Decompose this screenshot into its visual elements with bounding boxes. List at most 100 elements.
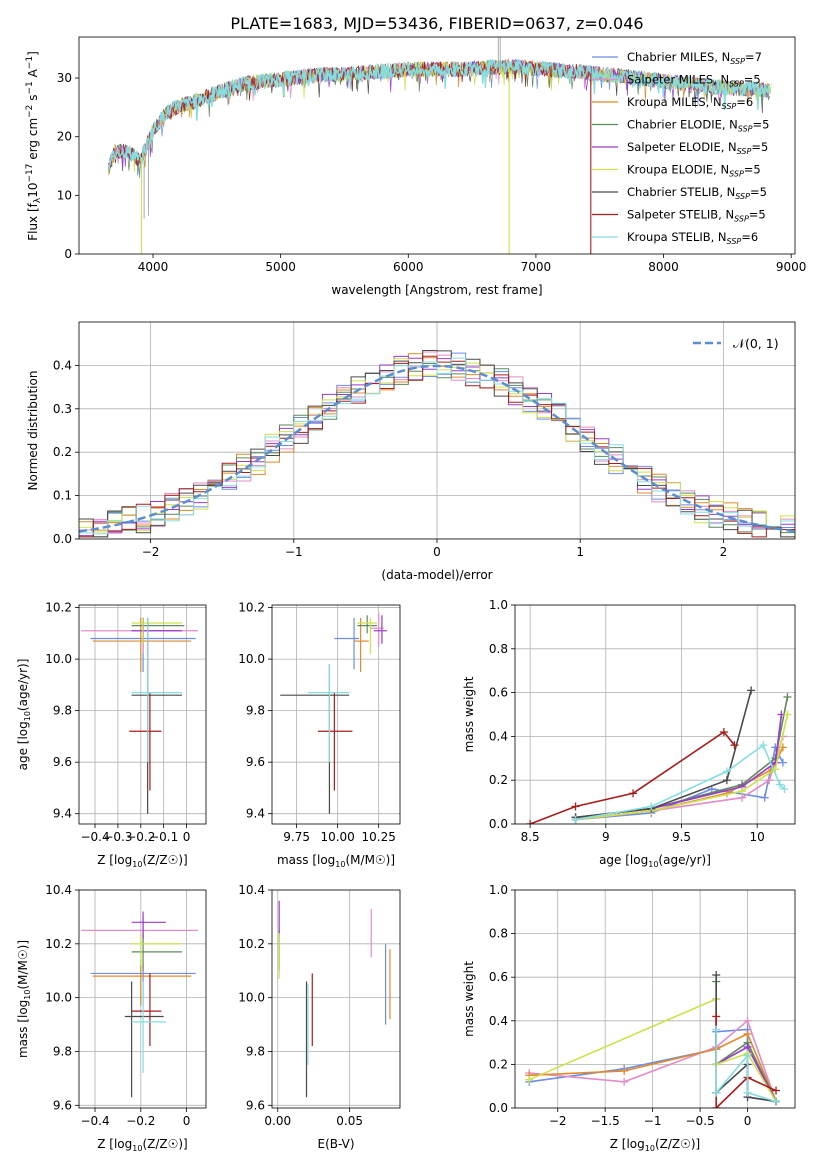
y-tick-label: 9.4 — [53, 807, 72, 821]
histogram-series — [79, 357, 795, 535]
x-tick-label: 9000 — [776, 260, 807, 274]
legend-entry: Kroupa MILES, NSSP=6 — [627, 95, 753, 111]
legend-sub: SSP — [734, 215, 749, 224]
x-axis-label: (data-model)/error — [381, 568, 492, 582]
legend-label: Chabrier ELODIE, N — [627, 118, 738, 132]
axis-label: Z [log10(Z/Z☉)] — [97, 1137, 188, 1153]
panel-residuals: −2 −1 0 1 2 0.0 0.1 0.2 0.3 0.4 (data-model)/error… — [26, 321, 796, 582]
legend-entry: Chabrier STELIB, NSSP=5 — [627, 185, 767, 201]
legend-tail: =6 — [736, 95, 753, 109]
y-tick-label: 9.6 — [246, 1098, 265, 1112]
legend-sub: SSP — [737, 147, 752, 156]
legend-label: Kroupa ELODIE, N — [627, 163, 729, 177]
x-tick-label: −0.1 — [149, 830, 178, 844]
plot-area — [107, 37, 772, 254]
panel-spectrum: 4000 5000 6000 7000 8000 9000 0 10 20 30 wavelengt… — [25, 36, 807, 297]
x-tick-label: 2 — [720, 545, 728, 559]
weight-series-line — [575, 744, 784, 821]
legend-tail: =5 — [750, 185, 767, 199]
y-tick-label: 0.4 — [489, 1014, 508, 1028]
x-tick-label: 7000 — [521, 260, 552, 274]
legend-tail: =5 — [753, 118, 770, 132]
y-tick-label: 0.1 — [53, 489, 72, 503]
legend-entry: Kroupa STELIB, NSSP=6 — [627, 230, 758, 246]
y-tick-label: 9.6 — [53, 1098, 72, 1112]
axes-frame — [271, 889, 401, 1109]
y-tick-label: 10.0 — [238, 991, 265, 1005]
label-part: 10 — [132, 860, 142, 869]
panel-mass_vs_Z: −0.4 −0.2 09.69.810.010.210.4Z [log10(Z/Z☉… — [16, 883, 207, 1153]
x-tick-label: −1 — [285, 545, 303, 559]
y-tick-label: 1.0 — [489, 598, 508, 612]
y-tick-label: 0.0 — [53, 532, 72, 546]
label-part: age [log — [599, 853, 648, 867]
label-part: 10 — [23, 990, 32, 1000]
y-tick-label: 0.3 — [53, 402, 72, 416]
y-tick-label: 10.0 — [45, 652, 72, 666]
axes-frame — [78, 321, 796, 540]
x-tick-label: 5000 — [265, 260, 296, 274]
label-part: (Z/Z☉)] — [655, 1137, 700, 1151]
label-part: (M/M☉)] — [16, 940, 30, 990]
axis-label: mass [log10(M/M☉)] — [16, 940, 32, 1058]
legend-tail: =7 — [745, 50, 762, 64]
x-tick-label: 0.05 — [336, 1114, 363, 1128]
legend-label: Chabrier MILES, N — [627, 50, 730, 64]
y-tick-label: 9.6 — [246, 755, 265, 769]
label-part: 10 — [23, 711, 32, 721]
y-label-part: λ — [33, 197, 43, 203]
y-axis-label: mass weight — [462, 961, 476, 1037]
y-tick-label: 9.4 — [246, 807, 265, 821]
x-tick-label: 9.5 — [672, 830, 691, 844]
x-tick-label: 0 — [744, 1114, 752, 1128]
y-tick-label: 10.0 — [45, 991, 72, 1005]
x-tick-label: −0.4 — [80, 1114, 109, 1128]
label-part: 10 — [335, 860, 345, 869]
x-tick-label: 0.00 — [264, 1114, 291, 1128]
plot-area — [515, 605, 795, 824]
label-part: (age/yr)] — [16, 659, 30, 711]
y-tick-label: 10.4 — [45, 883, 72, 897]
x-tick-label: −0.2 — [126, 1114, 155, 1128]
axes-frame — [78, 36, 796, 255]
x-tick-label: 0 — [433, 545, 441, 559]
y-axis-label: Normed distribution — [26, 371, 40, 491]
y-label-part: 10 — [26, 183, 40, 198]
y-label-part: erg cm — [26, 118, 40, 164]
spectrum-series-line — [107, 58, 771, 170]
y-tick-label: 0.0 — [489, 817, 508, 831]
y-tick-label: 10 — [57, 188, 72, 202]
y-tick-label: 1.0 — [489, 883, 508, 897]
label-part: 10 — [648, 860, 658, 869]
legend-entry: Chabrier ELODIE, NSSP=5 — [627, 118, 769, 134]
legend-entry: Chabrier MILES, NSSP=7 — [627, 50, 762, 66]
axes-frame — [514, 889, 796, 1109]
axes-frame — [78, 604, 207, 825]
axis-label: Z [log10(Z/Z☉)] — [610, 1137, 701, 1153]
plot-area — [79, 605, 206, 824]
legend-tail: =5 — [744, 163, 761, 177]
x-tick-label: 10.00 — [320, 830, 354, 844]
plot-area — [79, 890, 206, 1108]
legend-sub: SSP — [727, 237, 742, 246]
axes-frame — [271, 604, 401, 825]
x-tick-label: 1 — [576, 545, 584, 559]
legend-sub: SSP — [738, 125, 753, 134]
plot-area — [79, 322, 795, 539]
panel-weight_vs_age: 8.5 9 9.5 10 0.0 0.2 0.4 0.6 0.8 1.0 mass weight ag… — [462, 598, 796, 869]
x-tick-label: −0.5 — [686, 1114, 715, 1128]
y-tick-label: 20 — [57, 130, 72, 144]
legend-entry: Salpeter STELIB, NSSP=5 — [627, 208, 766, 224]
legend-label: Salpeter STELIB, N — [627, 208, 734, 222]
y-tick-label: 0.6 — [489, 686, 508, 700]
axis-label: age [log10(age/yr)] — [599, 853, 711, 869]
panel-mass_vs_EBV: 0.00 0.05 9.6 9.8 10.0 10.2 10.4 E(B-V) — [238, 883, 401, 1151]
x-tick-label: −0.2 — [126, 830, 155, 844]
plot-area — [272, 890, 400, 1108]
x-tick-label: 0 — [183, 830, 191, 844]
y-label-part: s — [26, 95, 40, 105]
legend-label: Chabrier STELIB, N — [627, 185, 735, 199]
y-tick-label: 0.0 — [489, 1101, 508, 1115]
y-tick-label: 10.4 — [238, 883, 265, 897]
